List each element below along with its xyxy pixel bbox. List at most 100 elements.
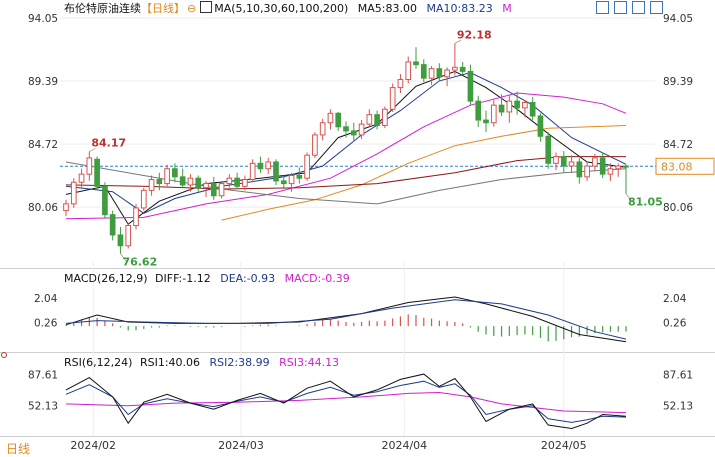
menu-dot-icon[interactable] [1,352,7,358]
footer-period-tab[interactable]: 日线 [6,442,31,456]
candle-body [148,179,155,191]
indicator-icon [200,1,213,13]
annotation-leader [120,253,127,262]
zoom-in-icon[interactable] [596,1,609,14]
candle-body [452,66,458,71]
candle-body [280,180,287,185]
candle-body [257,162,264,170]
candle-body [203,183,209,189]
date-tick-label: 2024/03 [218,439,264,452]
rsi-title[interactable]: RSI(6,12,24) [64,356,133,369]
ma-line-ma10 [65,72,627,214]
candle-body [125,225,132,247]
candle-body [343,126,349,132]
settings-icon[interactable]: ⊖ [187,2,197,15]
candle-body [195,177,202,189]
candle-body [506,100,513,113]
candle-body [63,203,69,212]
candle-body [428,68,435,79]
candle-body [140,189,147,209]
candle-body [475,100,482,121]
ma-line-ma60 [221,125,627,221]
candle-body [522,101,528,109]
candle-body [218,183,225,197]
rsi1-value: RSI1:40.06 [139,356,201,369]
macd-diff-value: DIFF:-1.12 [155,272,211,285]
macd-dea-line [65,299,627,340]
candle-body [405,61,412,81]
annotation-low: 76.62 [122,256,157,269]
annotation-leader [89,148,96,152]
date-tick-label: 2024/05 [541,439,587,452]
candle-body [514,100,520,109]
grid-icon[interactable] [632,1,645,14]
candle-body [576,161,583,178]
candle-body [350,130,357,136]
candle-body [187,177,194,186]
rsi-tick-left: 87.61 [28,369,58,381]
chart-header: 布伦特原油连续【日线】 ⊖ MA(5,10,30,60,100,200) MA5:8… [64,1,512,16]
rsi1-line [65,373,627,430]
candle-body [102,185,108,216]
candle-body [592,157,598,167]
candle-body [444,69,450,78]
candle-body [117,234,124,247]
candle-body [389,87,396,110]
candle-body [483,119,489,124]
ma-params[interactable]: MA(5,10,30,60,100,200) [214,2,349,15]
candle-body [358,123,365,136]
candle-body [156,179,163,185]
rsi3-value: RSI3:44.13 [279,356,340,369]
candle-body [319,122,326,136]
candle-body [413,61,419,66]
period-selector[interactable]: 【日线】 [141,2,185,15]
candle-body [498,104,505,113]
candle-body [366,114,373,125]
zoom-out-icon[interactable] [614,1,627,14]
candle-body [86,157,93,175]
ma-line-ma5 [65,70,627,225]
candle-body [537,115,544,137]
macd-tick-right: 0.26 [663,318,687,330]
candle-body [226,177,233,185]
rsi-header: RSI(6,12,24) RSI1:40.06 RSI2:38.99 RSI3:… [64,356,339,370]
price-tick-right: 80.06 [663,202,693,214]
date-tick-label: 2024/02 [70,439,116,452]
candle-body [397,79,404,89]
candle-body [109,214,116,236]
candle-body [296,174,303,179]
candle-body [459,66,466,72]
candle-body [273,161,279,182]
ma5-value: MA5:83.00 [357,2,417,15]
price-tick-left: 84.72 [28,139,58,151]
candle-body [568,161,575,167]
candle-body [133,207,139,227]
candle-body [234,177,240,187]
candle-body [172,168,178,178]
rsi-tick-right: 52.13 [663,401,693,413]
ma-line-ma30 [65,92,627,220]
candle-body [249,162,256,181]
macd-dea-value: DEA:-0.93 [220,272,276,285]
candle-body [265,161,272,170]
macd-tick-left: 0.26 [34,318,58,330]
instrument-title: 布伦特原油连续 [64,2,141,15]
last-price-label: 83.08 [661,160,693,173]
ma-more-toggle[interactable]: M [502,2,512,15]
ma10-value: MA10:83.23 [426,2,493,15]
candle-body [335,112,342,128]
candle-body [467,70,474,102]
annotation-leader [625,193,633,202]
candle-body [545,135,552,164]
candle-body [164,168,170,185]
candle-body [304,154,310,179]
candle-body [553,156,559,164]
macd-title[interactable]: MACD(26,12,9) [64,272,148,285]
macd-tick-right: 2.04 [663,293,687,305]
layout-icon[interactable] [650,1,663,14]
candle-body [70,181,77,205]
candle-body [242,179,248,187]
candle-body [436,68,443,78]
